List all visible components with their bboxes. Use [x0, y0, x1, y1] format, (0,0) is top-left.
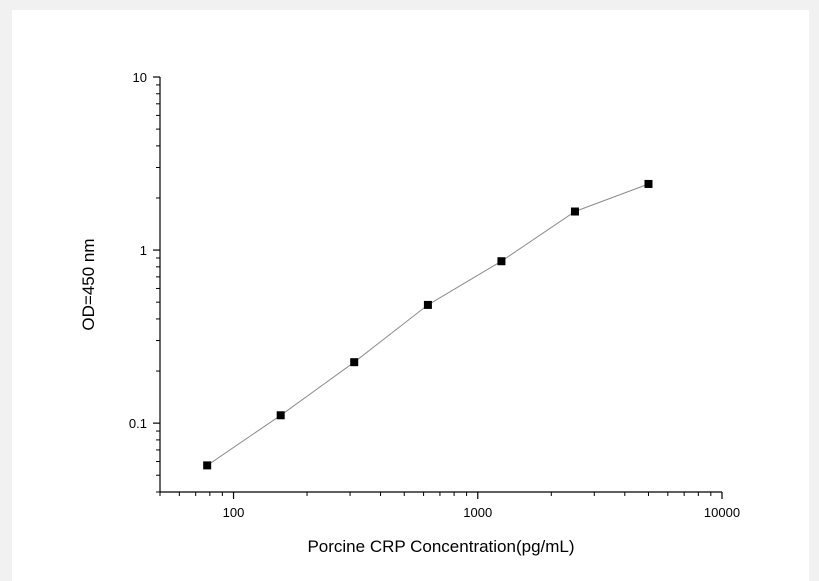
data-point — [497, 257, 506, 266]
x-axis-title: Porcine CRP Concentration(pg/mL) — [307, 537, 574, 556]
y-tick-label: 1 — [140, 243, 147, 258]
y-axis-title: OD=450 nm — [79, 238, 98, 330]
data-point — [350, 358, 359, 367]
y-tick-label: 10 — [133, 70, 147, 85]
series-line — [206, 183, 649, 466]
y-tick-label: 0.1 — [129, 416, 147, 431]
data-point — [570, 207, 579, 216]
data-point — [423, 300, 432, 309]
data-point — [644, 179, 653, 188]
x-major-ticks: 100 1000 10000 — [223, 492, 740, 520]
x-tick-label: 10000 — [704, 505, 740, 520]
data-point — [203, 461, 212, 470]
x-tick-label: 100 — [223, 505, 245, 520]
y-minor-ticks — [156, 84, 160, 493]
x-minor-ticks — [159, 492, 712, 496]
chart-canvas — [12, 10, 809, 581]
axes-group: 100 1000 10000 0.1 1 10 — [129, 70, 740, 520]
data-series — [203, 179, 653, 470]
x-tick-label: 1000 — [463, 505, 492, 520]
data-point — [276, 411, 285, 420]
y-major-ticks: 0.1 1 10 — [129, 70, 160, 431]
